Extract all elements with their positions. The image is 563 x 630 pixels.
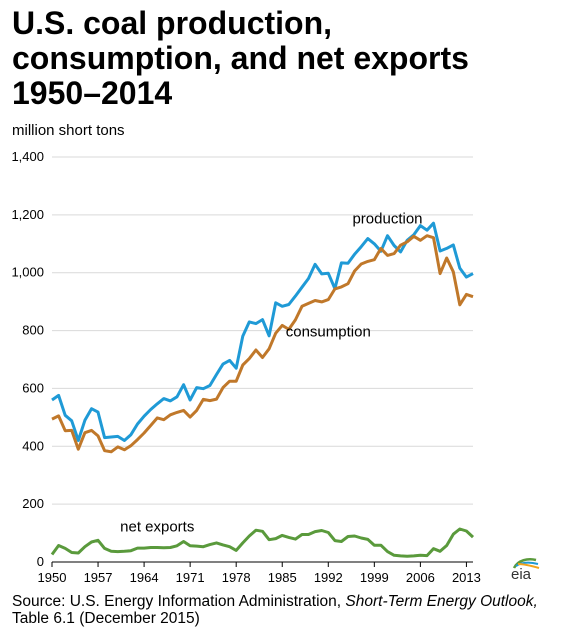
chart-title: U.S. coal production, consumption, and n…: [12, 6, 552, 111]
series-label-production: production: [352, 211, 422, 228]
source-prefix: Source: U.S. Energy Information Administ…: [12, 593, 346, 610]
x-tick-label: 1950: [38, 570, 67, 585]
source-suffix: Table 6.1 (December 2015): [12, 610, 200, 627]
y-tick-label: 0: [37, 554, 44, 569]
y-tick-label: 200: [22, 496, 44, 511]
y-axis-label: million short tons: [12, 122, 125, 139]
source-note: Source: U.S. Energy Information Administ…: [12, 593, 552, 627]
x-tick-label: 1957: [84, 570, 113, 585]
x-tick-label: 1999: [360, 570, 389, 585]
x-tick-label: 1978: [222, 570, 251, 585]
source-italic: Short-Term Energy Outlook,: [345, 593, 538, 610]
eia-logo-icon: [512, 558, 540, 569]
x-tick-label: 1964: [130, 570, 159, 585]
title-line-2: consumption, and net exports: [12, 40, 469, 76]
title-line-3: 1950–2014: [12, 75, 173, 111]
series-line-consumption: [51, 234, 474, 454]
series-line-net-exports: [50, 527, 475, 558]
x-tick-label: 2013: [452, 570, 481, 585]
y-tick-label: 400: [22, 438, 44, 453]
series-label-consumption: consumption: [286, 323, 371, 340]
series-line-production: [51, 221, 474, 442]
x-tick-label: 1971: [176, 570, 205, 585]
y-tick-label: 1,000: [11, 265, 44, 280]
series-label-net-exports: net exports: [120, 519, 194, 536]
eia-logo-text: eia: [511, 566, 532, 583]
x-tick-label: 1985: [268, 570, 297, 585]
y-tick-label: 600: [22, 380, 44, 395]
title-line-1: U.S. coal production,: [12, 5, 333, 41]
x-tick-label: 1992: [314, 570, 343, 585]
y-tick-label: 1,200: [11, 207, 44, 222]
y-tick-label: 800: [22, 323, 44, 338]
y-tick-label: 1,400: [11, 149, 44, 164]
x-tick-label: 2006: [406, 570, 435, 585]
